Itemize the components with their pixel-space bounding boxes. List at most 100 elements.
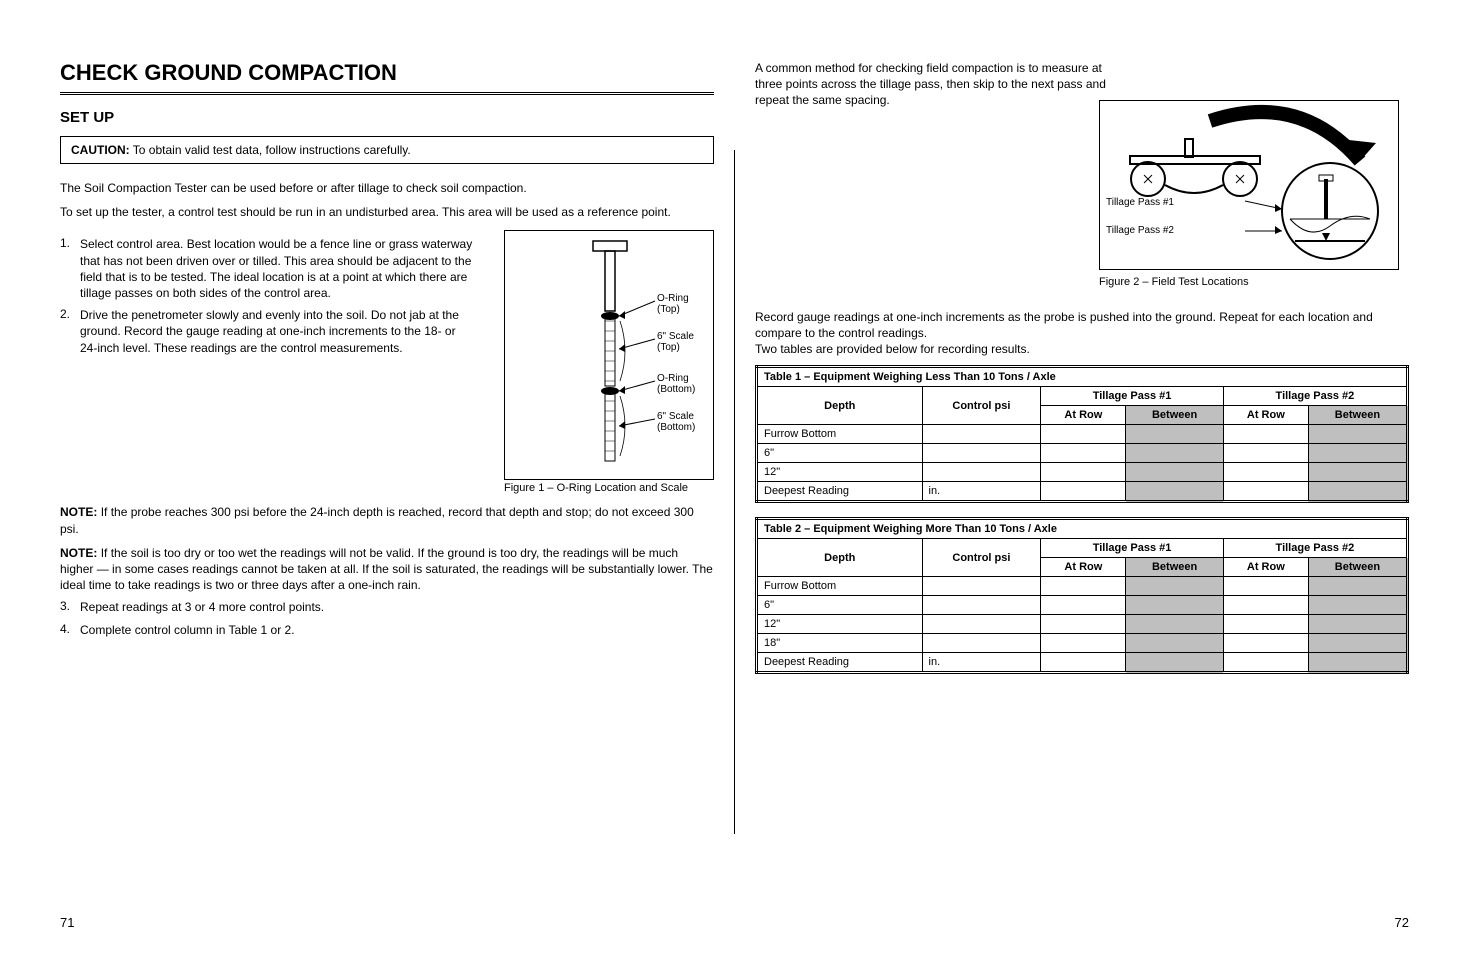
step-1: 1. Select control area. Best location wo… bbox=[60, 236, 490, 301]
table-cell[interactable] bbox=[1308, 653, 1407, 673]
table-cell[interactable] bbox=[922, 615, 1041, 634]
table-header: Depth bbox=[757, 387, 923, 425]
table-cell[interactable] bbox=[1126, 596, 1223, 615]
table-cell[interactable] bbox=[922, 425, 1041, 444]
table-cell[interactable] bbox=[1041, 463, 1126, 482]
table-cell[interactable] bbox=[1126, 463, 1223, 482]
table-cell[interactable] bbox=[1041, 444, 1126, 463]
step-2-text: Drive the penetrometer slowly and evenly… bbox=[80, 307, 490, 356]
table-cell[interactable] bbox=[1308, 444, 1407, 463]
table-row: Deepest Reading in. bbox=[757, 482, 1408, 502]
table-cell: 18" bbox=[757, 634, 923, 653]
table-cell[interactable] bbox=[922, 596, 1041, 615]
table-cell[interactable] bbox=[1223, 425, 1308, 444]
table-cell[interactable] bbox=[1126, 577, 1223, 596]
note-1-text: If the probe reaches 300 psi before the … bbox=[60, 505, 694, 535]
table-cell[interactable] bbox=[1041, 577, 1126, 596]
table-cell[interactable] bbox=[922, 634, 1041, 653]
table-cell[interactable] bbox=[922, 577, 1041, 596]
table-subheader: At Row bbox=[1223, 558, 1308, 577]
table-row: Depth Control psi Tillage Pass #1 Tillag… bbox=[757, 387, 1408, 406]
table-cell[interactable] bbox=[1223, 596, 1308, 615]
step-3: 3. Repeat readings at 3 or 4 more contro… bbox=[60, 599, 714, 615]
table-cell[interactable] bbox=[1126, 615, 1223, 634]
title-rule bbox=[60, 92, 714, 95]
caution-label: CAUTION: bbox=[71, 143, 130, 157]
table-cell[interactable] bbox=[1126, 653, 1223, 673]
table-cell: Deepest Reading bbox=[757, 653, 923, 673]
table-cell[interactable] bbox=[1223, 653, 1308, 673]
table-row: 18" bbox=[757, 634, 1408, 653]
table-cell: in. bbox=[922, 653, 1041, 673]
table-cell[interactable] bbox=[1126, 425, 1223, 444]
page-number-left: 71 bbox=[60, 915, 74, 930]
step-4-text: Complete control column in Table 1 or 2. bbox=[80, 622, 295, 638]
table-subheader: At Row bbox=[1041, 558, 1126, 577]
table-header: Control psi bbox=[922, 387, 1041, 425]
note-1: NOTE: If the probe reaches 300 psi befor… bbox=[60, 504, 714, 536]
table-cell[interactable] bbox=[1308, 463, 1407, 482]
table-cell[interactable] bbox=[922, 463, 1041, 482]
step-number: 2. bbox=[60, 307, 74, 356]
table-cell[interactable] bbox=[1308, 425, 1407, 444]
table-subheader: At Row bbox=[1223, 406, 1308, 425]
table-cell[interactable] bbox=[1041, 482, 1126, 502]
table-cell[interactable] bbox=[1126, 634, 1223, 653]
table-cell[interactable] bbox=[1223, 444, 1308, 463]
table-cell: Furrow Bottom bbox=[757, 577, 923, 596]
table-header: Control psi bbox=[922, 539, 1041, 577]
page-title: CHECK GROUND COMPACTION bbox=[60, 60, 714, 86]
table-cell: 6" bbox=[757, 596, 923, 615]
table-cell[interactable] bbox=[1041, 615, 1126, 634]
table-cell: 12" bbox=[757, 463, 923, 482]
table-cell[interactable] bbox=[1223, 463, 1308, 482]
table-cell[interactable] bbox=[1223, 634, 1308, 653]
table-header: Tillage Pass #1 bbox=[1041, 387, 1223, 406]
table-cell[interactable] bbox=[1041, 596, 1126, 615]
page-number-right: 72 bbox=[1395, 915, 1409, 930]
table-1: Table 1 – Equipment Weighing Less Than 1… bbox=[755, 365, 1409, 503]
note-2-text: If the soil is too dry or too wet the re… bbox=[60, 546, 713, 592]
step-3-text: Repeat readings at 3 or 4 more control p… bbox=[80, 599, 324, 615]
table-row: 12" bbox=[757, 463, 1408, 482]
table-subheader: Between bbox=[1308, 406, 1407, 425]
step-number: 1. bbox=[60, 236, 74, 301]
table-cell[interactable] bbox=[1223, 482, 1308, 502]
right-intro: A common method for checking field compa… bbox=[755, 60, 1121, 109]
left-column: CHECK GROUND COMPACTION SET UP CAUTION: … bbox=[60, 60, 714, 894]
intro-paragraph-1: The Soil Compaction Tester can be used b… bbox=[60, 180, 714, 196]
step-number: 4. bbox=[60, 622, 74, 638]
table-header: Tillage Pass #2 bbox=[1223, 539, 1407, 558]
column-divider bbox=[734, 150, 735, 834]
step-4: 4. Complete control column in Table 1 or… bbox=[60, 622, 714, 638]
figure-1: O-Ring (Top) 6" Scale (Top) O-Ring (Bott… bbox=[504, 230, 714, 480]
table-cell[interactable] bbox=[1223, 615, 1308, 634]
right-midtext: Record gauge readings at one‑inch increm… bbox=[755, 309, 1409, 358]
table-cell[interactable] bbox=[1308, 634, 1407, 653]
figure-2-caption: Figure 2 – Field Test Locations bbox=[1099, 276, 1399, 288]
note-2-label: NOTE: bbox=[60, 546, 97, 560]
table-row: 6" bbox=[757, 596, 1408, 615]
table-cell[interactable] bbox=[1308, 482, 1407, 502]
table-cell[interactable] bbox=[1041, 653, 1126, 673]
table-cell[interactable] bbox=[1126, 444, 1223, 463]
table-cell[interactable] bbox=[1223, 577, 1308, 596]
table-cell[interactable] bbox=[1308, 577, 1407, 596]
table-cell[interactable] bbox=[1041, 425, 1126, 444]
intro-paragraph-2: To set up the tester, a control test sho… bbox=[60, 204, 714, 220]
table-cell[interactable] bbox=[922, 444, 1041, 463]
table-cell: 12" bbox=[757, 615, 923, 634]
table-cell[interactable] bbox=[1041, 634, 1126, 653]
note-1-label: NOTE: bbox=[60, 505, 97, 519]
table-cell[interactable] bbox=[1308, 615, 1407, 634]
table-header: Tillage Pass #1 bbox=[1041, 539, 1223, 558]
table-cell[interactable] bbox=[1308, 596, 1407, 615]
step-2: 2. Drive the penetrometer slowly and eve… bbox=[60, 307, 490, 356]
fig1-label-oring-top: O-Ring (Top) bbox=[657, 293, 713, 315]
right-column: A common method for checking field compa… bbox=[755, 60, 1409, 894]
caution-box: CAUTION: To obtain valid test data, foll… bbox=[60, 136, 714, 164]
figure-2: Tillage Pass #1 Tillage Pass #2 bbox=[1099, 100, 1399, 270]
table-header: Depth bbox=[757, 539, 923, 577]
table-cell[interactable] bbox=[1126, 482, 1223, 502]
note-2: NOTE: If the soil is too dry or too wet … bbox=[60, 545, 714, 594]
